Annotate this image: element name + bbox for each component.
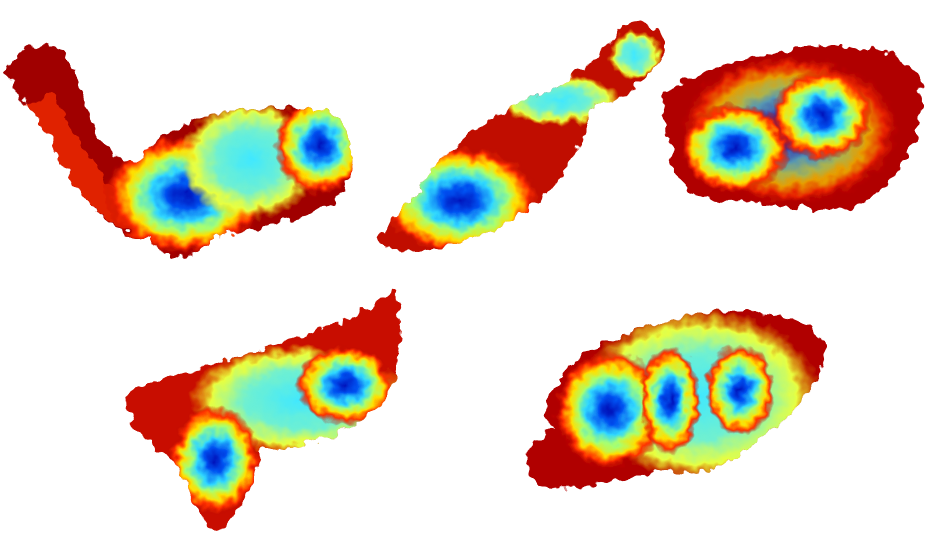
point-cloud-1 xyxy=(8,44,365,256)
point-cloud-figure xyxy=(0,0,932,537)
point-cloud-5 xyxy=(526,310,825,488)
point-cloud-3 xyxy=(663,45,922,209)
page xyxy=(0,0,932,537)
point-cloud-2 xyxy=(380,21,665,255)
point-cloud-4 xyxy=(128,290,410,530)
